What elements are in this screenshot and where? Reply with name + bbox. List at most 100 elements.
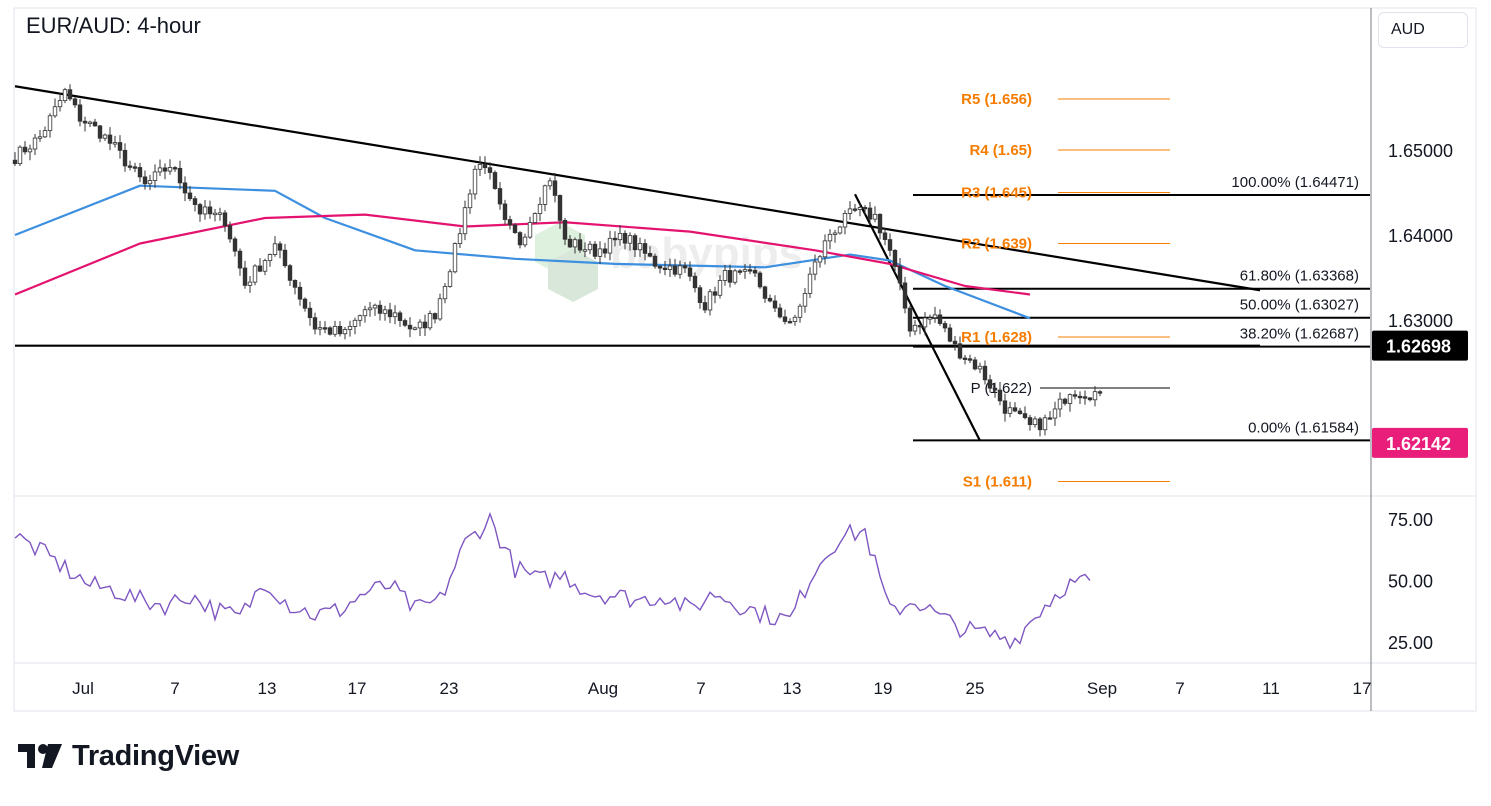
tradingview-logo-text: TradingView [72, 739, 239, 772]
candle-body [187, 192, 193, 200]
candle-body [642, 243, 648, 254]
tradingview-logo[interactable]: TradingView [18, 738, 239, 774]
price-tag-box [1372, 330, 1468, 361]
fib-level-label: 38.20% (1.62687) [1240, 326, 1359, 343]
candle-body [957, 343, 963, 359]
candle-body [562, 220, 568, 240]
candle-body [137, 167, 143, 178]
candle-body [977, 365, 983, 370]
candle-body [992, 387, 998, 391]
x-axis-tick-label: 19 [874, 679, 893, 698]
candle-body [837, 226, 843, 234]
candle-body [637, 243, 643, 251]
candle-body [267, 254, 273, 262]
candle-body [282, 249, 288, 267]
candle-body [432, 313, 438, 320]
candle-body [87, 121, 93, 124]
candle-body [182, 182, 188, 194]
candle-body [392, 312, 398, 318]
candle-body [107, 134, 113, 144]
pivot-label: R2 (1.639) [961, 236, 1032, 253]
candle-body [52, 106, 58, 117]
y-axis-tick-label: 1.64000 [1388, 226, 1453, 246]
candle-body [822, 240, 828, 258]
candle-body [117, 142, 123, 151]
candle-body [922, 317, 928, 328]
candle-body [247, 281, 253, 286]
candle-body [257, 265, 263, 272]
candle-body [252, 265, 258, 283]
candle-body [177, 167, 183, 184]
candle-body [707, 291, 713, 311]
candle-body [692, 275, 698, 289]
candle-body [487, 167, 493, 173]
watermark-text: babypips [610, 229, 803, 278]
candle-body [787, 321, 793, 324]
candle-body [1017, 410, 1023, 415]
candle-body [242, 267, 248, 286]
x-axis-tick-label: 17 [1353, 679, 1372, 698]
candle-body [1067, 394, 1073, 404]
candle-body [997, 389, 1003, 402]
candle-body [587, 243, 593, 251]
candle-body [302, 298, 308, 309]
candle-body [777, 307, 783, 318]
candle-body [1077, 395, 1083, 399]
x-axis-tick-label: 25 [966, 679, 985, 698]
candle-body [167, 167, 173, 172]
candle-body [882, 232, 888, 240]
candle-body [442, 286, 448, 300]
x-axis-tick-label: 23 [440, 679, 459, 698]
candle-body [312, 317, 318, 330]
pivot-label: R4 (1.65) [969, 142, 1032, 159]
candle-body [767, 297, 773, 302]
candle-body [492, 172, 498, 189]
candle-body [917, 324, 923, 328]
candle-body [447, 271, 453, 287]
candle-body [457, 233, 463, 244]
candle-body [717, 280, 723, 296]
fib-level-label: 50.00% (1.63027) [1240, 297, 1359, 314]
candle-body [1027, 417, 1033, 426]
candle-body [27, 148, 33, 153]
pivot-label: S1 (1.611) [963, 474, 1032, 491]
candle-body [1092, 391, 1098, 401]
candle-body [737, 270, 743, 273]
candle-body [202, 206, 208, 215]
candle-body [872, 213, 878, 220]
candle-body [627, 235, 633, 244]
candle-body [537, 203, 543, 214]
candle-body [802, 293, 808, 307]
candle-body [112, 142, 118, 145]
price-tag-label: 1.62142 [1386, 434, 1451, 454]
candle-body [687, 267, 693, 277]
x-axis-tick-label: Sep [1087, 679, 1117, 698]
chart-title: EUR/AUD: 4-hour [26, 13, 201, 38]
candle-body [927, 317, 933, 320]
candle-body [227, 225, 233, 240]
candle-body [437, 298, 443, 320]
candle-body [1037, 418, 1043, 431]
candle-body [67, 89, 73, 100]
candle-body [697, 287, 703, 303]
candle-body [197, 204, 203, 215]
candle-body [277, 243, 283, 251]
candle-body [987, 379, 993, 389]
x-axis-tick-label: 7 [696, 679, 705, 698]
candle-body [577, 239, 583, 251]
candle-body [232, 238, 238, 252]
candle-body [1072, 394, 1078, 397]
candle-body [462, 207, 468, 235]
candle-body [817, 256, 823, 263]
candle-body [82, 120, 88, 124]
currency-button[interactable]: AUD [1378, 12, 1468, 48]
candle-body [1057, 398, 1063, 410]
candle-body [542, 185, 548, 205]
candle-body [322, 327, 328, 330]
candle-body [812, 261, 818, 275]
y-axis-tick-label: 1.63000 [1388, 311, 1453, 331]
candle-body [272, 243, 278, 255]
candle-body [47, 115, 53, 131]
